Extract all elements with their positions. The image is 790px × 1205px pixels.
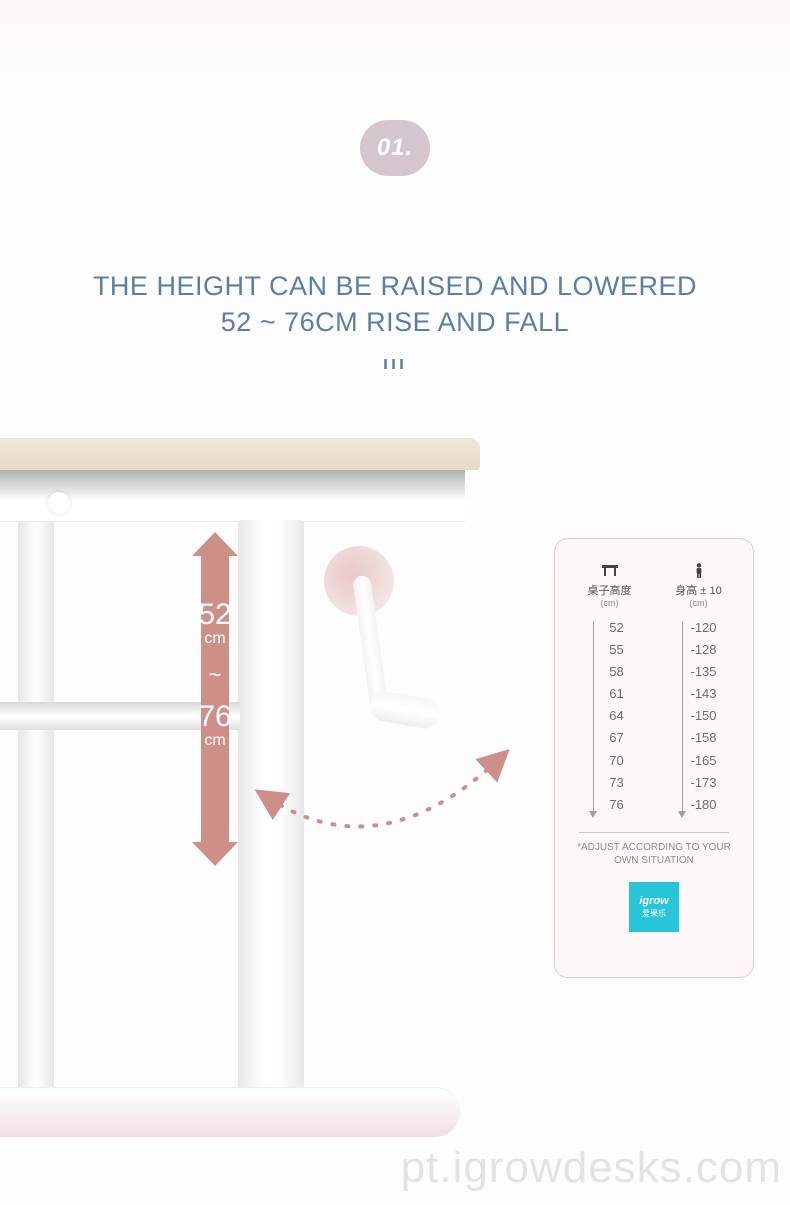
tick-marks: ııı <box>0 351 790 375</box>
table-row: 76 <box>573 794 646 816</box>
top-gradient <box>0 0 790 80</box>
table-row: -173 <box>662 772 735 794</box>
column-body-heading: 身高 ± 10 (cm) <box>658 585 739 609</box>
table-row: -143 <box>662 683 735 705</box>
desk-rail <box>0 470 465 522</box>
height-table: 桌子高度 (cm) 52 55 58 61 64 67 70 73 76 身高 … <box>569 563 739 816</box>
table-row: 61 <box>573 683 646 705</box>
section-number-badge: 01. <box>360 120 430 176</box>
headline-line1: THE HEIGHT CAN BE RAISED AND LOWERED <box>0 268 790 304</box>
table-row: -180 <box>662 794 735 816</box>
height-max-unit: cm <box>180 732 250 750</box>
table-row: -150 <box>662 705 735 727</box>
column-body-height: 身高 ± 10 (cm) -120 -128 -135 -143 -150 -1… <box>658 563 739 816</box>
igrow-logo: igrow 爱果乐 <box>629 882 679 932</box>
table-row: -128 <box>662 639 735 661</box>
watermark: pt.igrowdesks.com <box>401 1143 782 1193</box>
desk-knob <box>48 492 70 514</box>
height-min-value: 52 <box>180 600 250 630</box>
column-desk-list: 52 55 58 61 64 67 70 73 76 <box>569 617 650 816</box>
height-range-labels: 52 cm ~ 76 cm <box>180 600 250 749</box>
table-row: -165 <box>662 750 735 772</box>
column-body-list: -120 -128 -135 -143 -150 -158 -165 -173 … <box>658 617 739 816</box>
table-row: 64 <box>573 705 646 727</box>
table-row: -158 <box>662 727 735 749</box>
table-row: 52 <box>573 617 646 639</box>
headline-line2: 52 ~ 76CM RISE AND FALL <box>0 304 790 340</box>
person-icon <box>658 563 739 581</box>
height-tilde: ~ <box>180 662 250 688</box>
table-row: -135 <box>662 661 735 683</box>
section-number: 01. <box>377 134 413 162</box>
crank-rotation-arc <box>250 720 510 850</box>
desk-top-surface <box>0 438 480 470</box>
table-row: -120 <box>662 617 735 639</box>
table-row: 73 <box>573 772 646 794</box>
adjust-note: *ADJUST ACCORDING TO YOUR OWN SITUATION <box>569 841 739 868</box>
height-min-unit: cm <box>180 630 250 648</box>
headline: THE HEIGHT CAN BE RAISED AND LOWERED 52 … <box>0 268 790 375</box>
desk-leg-left <box>18 522 54 1122</box>
table-row: 55 <box>573 639 646 661</box>
table-row: 58 <box>573 661 646 683</box>
table-row: 67 <box>573 727 646 749</box>
panel-divider <box>579 832 729 833</box>
table-row: 70 <box>573 750 646 772</box>
height-table-panel: 桌子高度 (cm) 52 55 58 61 64 67 70 73 76 身高 … <box>554 538 754 978</box>
desk-foot-bar <box>0 1087 460 1137</box>
column-desk-heading: 桌子高度 (cm) <box>569 585 650 609</box>
desk-icon <box>569 563 650 581</box>
height-max-value: 76 <box>180 702 250 732</box>
column-desk-height: 桌子高度 (cm) 52 55 58 61 64 67 70 73 76 <box>569 563 650 816</box>
